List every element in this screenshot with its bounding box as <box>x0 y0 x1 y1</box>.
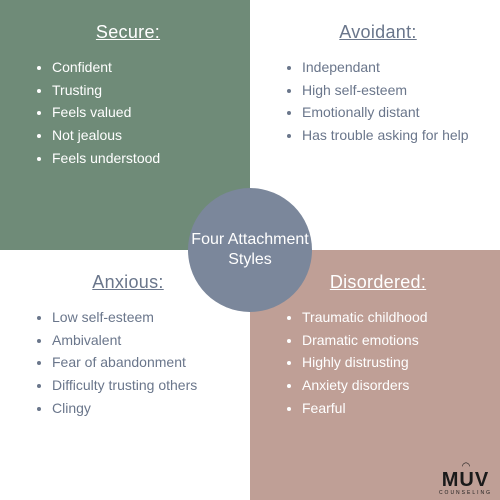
logo: ◠ MUV COUNSELING <box>439 464 492 496</box>
list-item: Feels understood <box>52 148 226 170</box>
quadrant-title-avoidant: Avoidant: <box>280 22 476 43</box>
quadrant-list-disordered: Traumatic childhoodDramatic emotionsHigh… <box>280 307 476 419</box>
list-item: Not jealous <box>52 125 226 147</box>
center-circle: Four Attachment Styles <box>188 188 312 312</box>
list-item: High self-esteem <box>302 80 476 102</box>
list-item: Dramatic emotions <box>302 330 476 352</box>
quadrant-title-disordered: Disordered: <box>280 272 476 293</box>
list-item: Fearful <box>302 398 476 420</box>
quadrant-list-anxious: Low self-esteemAmbivalentFear of abandon… <box>30 307 226 419</box>
list-item: Difficulty trusting others <box>52 375 226 397</box>
logo-sub: COUNSELING <box>439 490 492 496</box>
quadrant-list-avoidant: IndependantHigh self-esteemEmotionally d… <box>280 57 476 147</box>
list-item: Independant <box>302 57 476 79</box>
list-item: Fear of abandonment <box>52 352 226 374</box>
list-item: Trusting <box>52 80 226 102</box>
list-item: Emotionally distant <box>302 102 476 124</box>
quadrant-list-secure: ConfidentTrustingFeels valuedNot jealous… <box>30 57 226 169</box>
list-item: Confident <box>52 57 226 79</box>
quadrant-title-secure: Secure: <box>30 22 226 43</box>
list-item: Anxiety disorders <box>302 375 476 397</box>
center-text: Four Attachment Styles <box>188 230 312 270</box>
list-item: Traumatic childhood <box>302 307 476 329</box>
list-item: Clingy <box>52 398 226 420</box>
list-item: Low self-esteem <box>52 307 226 329</box>
list-item: Has trouble asking for help <box>302 125 476 147</box>
list-item: Feels valued <box>52 102 226 124</box>
list-item: Highly distrusting <box>302 352 476 374</box>
logo-main: MUV <box>439 470 492 490</box>
list-item: Ambivalent <box>52 330 226 352</box>
